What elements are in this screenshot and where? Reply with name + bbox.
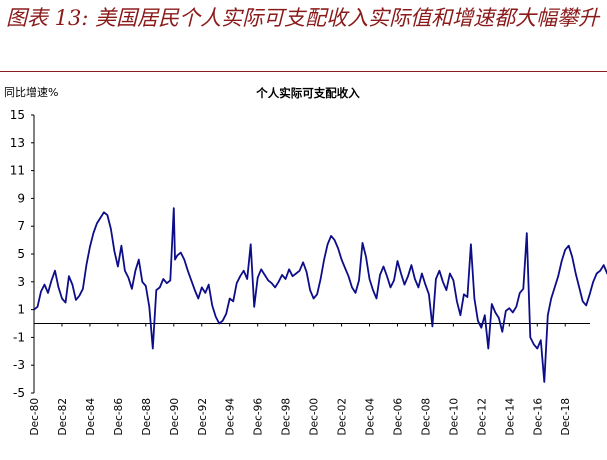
y-tick-label: 1 bbox=[17, 303, 25, 317]
series-group bbox=[33, 207, 607, 383]
x-tick-label: Dec-94 bbox=[225, 398, 237, 436]
x-tick-label: Dec-18 bbox=[560, 398, 572, 435]
x-tick-label: Dec-10 bbox=[448, 398, 460, 435]
x-tick-label: Dec-88 bbox=[141, 398, 153, 435]
x-tick-label: Dec-84 bbox=[85, 398, 97, 436]
income-growth-line bbox=[33, 207, 607, 383]
y-tick-label: 7 bbox=[17, 219, 25, 233]
y-tick-label: 9 bbox=[17, 191, 25, 205]
x-tick-label: Dec-16 bbox=[532, 398, 544, 436]
x-tick-label: Dec-80 bbox=[29, 398, 41, 435]
axes-group bbox=[33, 115, 590, 393]
x-tick-label: Dec-92 bbox=[197, 398, 209, 435]
x-tick-label: Dec-86 bbox=[113, 398, 125, 436]
ticks-group: 15 13 11 9 7 5 3 1 -1 -3 -5 Dec-80 Dec-82 Dec-84 Dec-8… bbox=[10, 108, 573, 435]
x-tick-label: Dec-04 bbox=[365, 398, 377, 436]
y-axis-label: 同比增速% bbox=[4, 85, 58, 99]
figure-title: 图表 13: 美国居民个人实际可支配收入实际值和增速都大幅攀升 bbox=[6, 6, 600, 30]
y-tick-label: 5 bbox=[17, 247, 25, 261]
y-tick-label: 15 bbox=[10, 108, 25, 122]
x-tick-label: Dec-06 bbox=[392, 398, 404, 436]
x-tick-label: Dec-12 bbox=[476, 398, 488, 435]
y-tick-label: -1 bbox=[13, 330, 25, 344]
y-tick-label: -5 bbox=[13, 386, 25, 400]
x-tick-label: Dec-90 bbox=[169, 398, 181, 435]
chart-title: 个人实际可支配收入 bbox=[255, 86, 360, 100]
x-tick-label: Dec-98 bbox=[281, 398, 293, 435]
y-tick-label: -3 bbox=[13, 358, 25, 372]
x-tick-label: Dec-08 bbox=[420, 398, 432, 435]
x-tick-label: Dec-82 bbox=[57, 398, 69, 435]
y-tick-label: 11 bbox=[10, 164, 25, 178]
x-tick-label: Dec-14 bbox=[504, 398, 516, 436]
x-tick-label: Dec-96 bbox=[253, 398, 265, 436]
x-tick-label: Dec-02 bbox=[337, 398, 349, 435]
title-divider bbox=[0, 71, 607, 72]
y-tick-label: 3 bbox=[17, 275, 25, 289]
y-tick-label: 13 bbox=[10, 136, 25, 150]
x-tick-label: Dec-00 bbox=[309, 398, 321, 435]
